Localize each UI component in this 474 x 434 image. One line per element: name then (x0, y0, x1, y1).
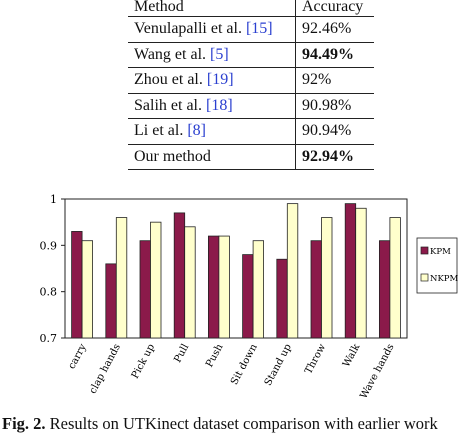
table-row: Venulapalli et al. [15] 92.46% (128, 16, 374, 43)
x-tick-label: clap hands (88, 342, 123, 395)
y-tick-label: 0.8 (40, 286, 58, 299)
method-cell: Wang et al. [5] (128, 42, 296, 68)
bar-kpm (378, 240, 391, 339)
legend-swatch (420, 273, 429, 282)
bar-kpm (173, 212, 186, 339)
accuracy-cell: 94.49% (295, 42, 374, 68)
table-row: Wang et al. [5] 94.49% (128, 42, 374, 68)
method-cell: Venulapalli et al. [15] (128, 16, 296, 43)
caption-text: Results on UTKinect dataset comparison w… (45, 414, 438, 433)
bar-nkpm (252, 240, 265, 339)
accuracy-cell: 92.94% (295, 144, 374, 170)
method-name: Zhou et al. (134, 71, 207, 89)
method-name: Wang et al. (134, 45, 211, 63)
table-row: Salih et al. [18] 90.98% (128, 93, 374, 119)
x-tick-label: Throw (303, 342, 328, 376)
y-tick-label: 0.9 (40, 239, 58, 252)
citation-link[interactable]: [5] (210, 45, 229, 63)
x-tick-label: Pull (172, 342, 191, 364)
method-name: Li et al. (134, 122, 188, 140)
citation-link[interactable]: [19] (206, 71, 234, 89)
x-tick-label: Wave hands (358, 342, 396, 401)
accuracy-cell: 90.94% (295, 118, 374, 145)
header-method: Method (128, 0, 296, 17)
bar-nkpm (150, 221, 162, 339)
method-name: Venulapalli et al. (134, 20, 246, 38)
method-cell: Zhou et al. [19] (128, 67, 296, 94)
bar-kpm (310, 240, 322, 339)
bar-kpm (344, 203, 357, 339)
table-row: Li et al. [8] 90.94% (128, 118, 374, 145)
accuracy-cell: 92% (295, 67, 374, 94)
legend-label: NKPM (430, 274, 459, 284)
bar-kpm (105, 263, 117, 339)
x-tick-label: Pick up (130, 342, 157, 380)
caption-label: Fig. 2. (2, 414, 46, 433)
accuracy-cell: 90.98% (295, 93, 374, 119)
bar-nkpm (81, 240, 93, 339)
citation-link[interactable]: [18] (205, 96, 233, 114)
method-cell: Li et al. [8] (128, 118, 296, 145)
bar-nkpm (321, 217, 333, 339)
x-tick-label: Sit down (229, 342, 260, 387)
bar-kpm (71, 231, 83, 339)
x-tick-label: Walk (341, 341, 363, 369)
citation-link[interactable]: [8] (187, 122, 206, 140)
figure-caption: Fig. 2. Results on UTKinect dataset comp… (2, 414, 438, 434)
bar-nkpm (389, 217, 401, 339)
method-cell: Our method (128, 144, 296, 170)
table-row: Zhou et al. [19] 92% (128, 67, 374, 94)
bar-kpm (242, 254, 254, 339)
bar-kpm (207, 235, 220, 339)
y-tick-label: 1 (50, 193, 57, 206)
y-tick-label: 0.7 (40, 332, 58, 345)
bar-kpm (139, 240, 151, 339)
method-cell: Salih et al. [18] (128, 93, 296, 119)
bar-nkpm (184, 226, 196, 339)
bar-nkpm (218, 235, 230, 339)
header-accuracy: Accuracy (295, 0, 374, 17)
plot-frame (64, 198, 408, 339)
legend-box (416, 237, 458, 294)
legend-label: KPM (430, 247, 451, 257)
citation-link[interactable]: [15] (245, 20, 273, 38)
table-row: Our method 92.94% (128, 144, 374, 170)
results-table: Method Accuracy Venulapalli et al. [15] … (128, 0, 374, 170)
bar-nkpm (286, 203, 299, 339)
method-name: Salih et al. (134, 96, 206, 114)
accuracy-cell: 92.46% (295, 16, 374, 43)
x-tick-label: Stand up (263, 342, 294, 388)
x-tick-label: carry (66, 342, 88, 371)
bar-nkpm (115, 217, 128, 339)
x-tick-label: Push (204, 342, 226, 370)
bar-kpm (276, 258, 288, 339)
bar-nkpm (355, 207, 367, 339)
legend-swatch (420, 246, 429, 255)
